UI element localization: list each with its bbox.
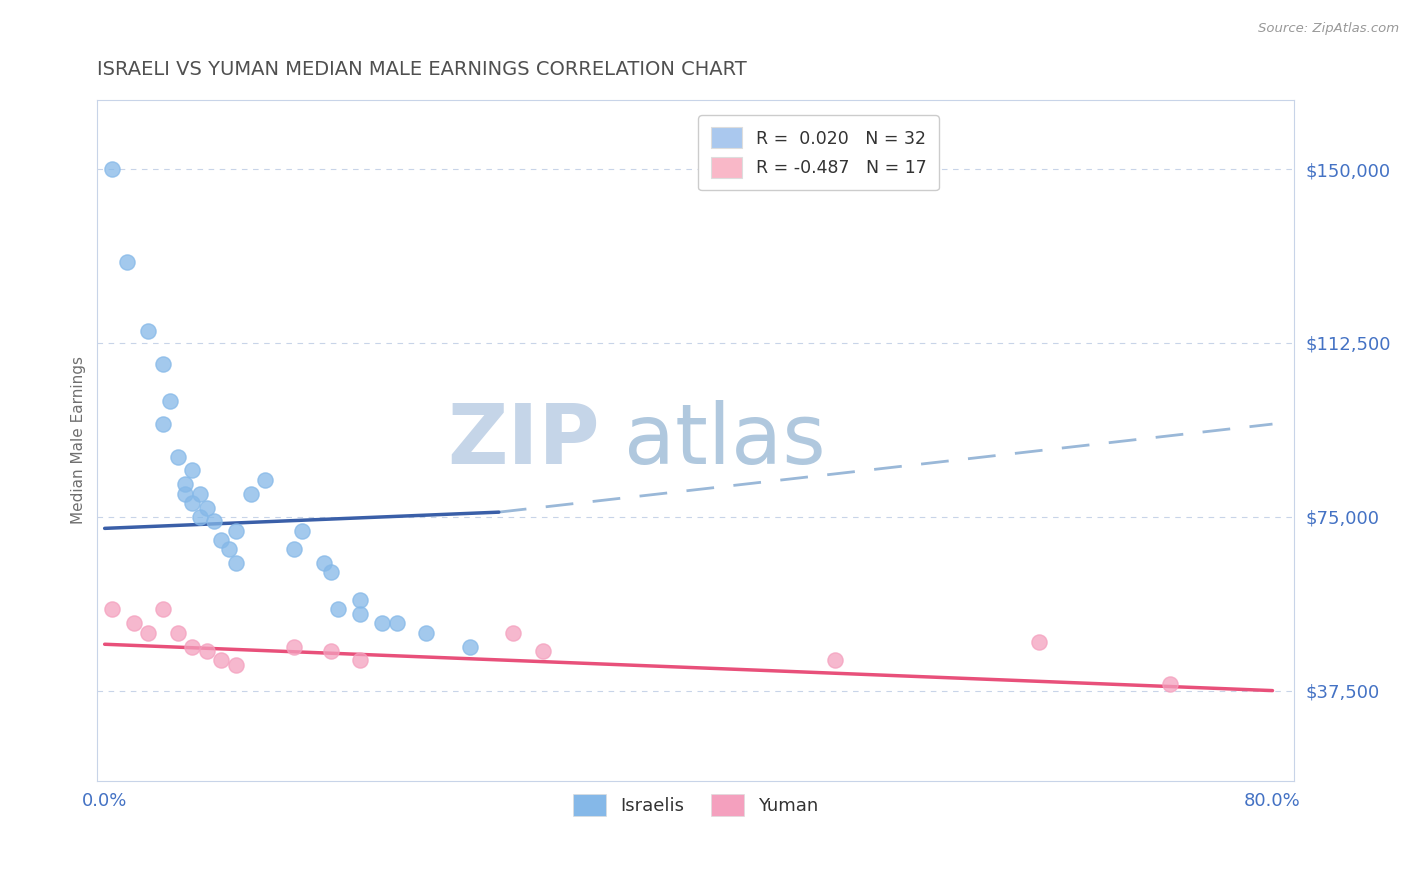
Point [202, 515, 225, 529]
Point [349, 593, 371, 607]
Point [174, 486, 197, 500]
Point [225, 524, 247, 538]
Point [166, 450, 188, 464]
Point [188, 509, 211, 524]
Point [319, 644, 342, 658]
Point [385, 616, 408, 631]
Point [239, 486, 262, 500]
Point [152, 417, 174, 431]
Point [209, 653, 232, 667]
Point [371, 616, 394, 631]
Point [225, 658, 247, 673]
Point [101, 162, 124, 177]
Point [181, 496, 204, 510]
Point [122, 616, 145, 631]
Point [283, 640, 305, 654]
Point [349, 653, 371, 667]
Point [312, 556, 335, 570]
Text: ISRAELI VS YUMAN MEDIAN MALE EARNINGS CORRELATION CHART: ISRAELI VS YUMAN MEDIAN MALE EARNINGS CO… [97, 60, 747, 78]
Point [283, 542, 305, 557]
Point [291, 524, 314, 538]
Point [138, 625, 160, 640]
Point [188, 486, 211, 500]
Point [152, 357, 174, 371]
Point [225, 556, 247, 570]
Point [174, 477, 197, 491]
Point [1159, 676, 1181, 690]
Point [458, 640, 481, 654]
Point [254, 473, 277, 487]
Point [531, 644, 554, 658]
Point [138, 324, 160, 338]
Point [195, 644, 218, 658]
Point [181, 640, 204, 654]
Point [166, 625, 188, 640]
Point [159, 393, 181, 408]
Y-axis label: Median Male Earnings: Median Male Earnings [72, 356, 86, 524]
Point [181, 463, 204, 477]
Point [101, 602, 124, 616]
Text: Source: ZipAtlas.com: Source: ZipAtlas.com [1258, 22, 1399, 36]
Point [195, 500, 218, 515]
Point [824, 653, 846, 667]
Point [328, 602, 350, 616]
Text: atlas: atlas [624, 400, 825, 481]
Point [115, 255, 138, 269]
Point [319, 566, 342, 580]
Point [1028, 635, 1050, 649]
Point [415, 625, 437, 640]
Point [349, 607, 371, 621]
Point [218, 542, 240, 557]
Point [152, 602, 174, 616]
Text: ZIP: ZIP [447, 400, 600, 481]
Point [209, 533, 232, 547]
Legend: Israelis, Yuman: Israelis, Yuman [567, 787, 825, 823]
Point [502, 625, 524, 640]
